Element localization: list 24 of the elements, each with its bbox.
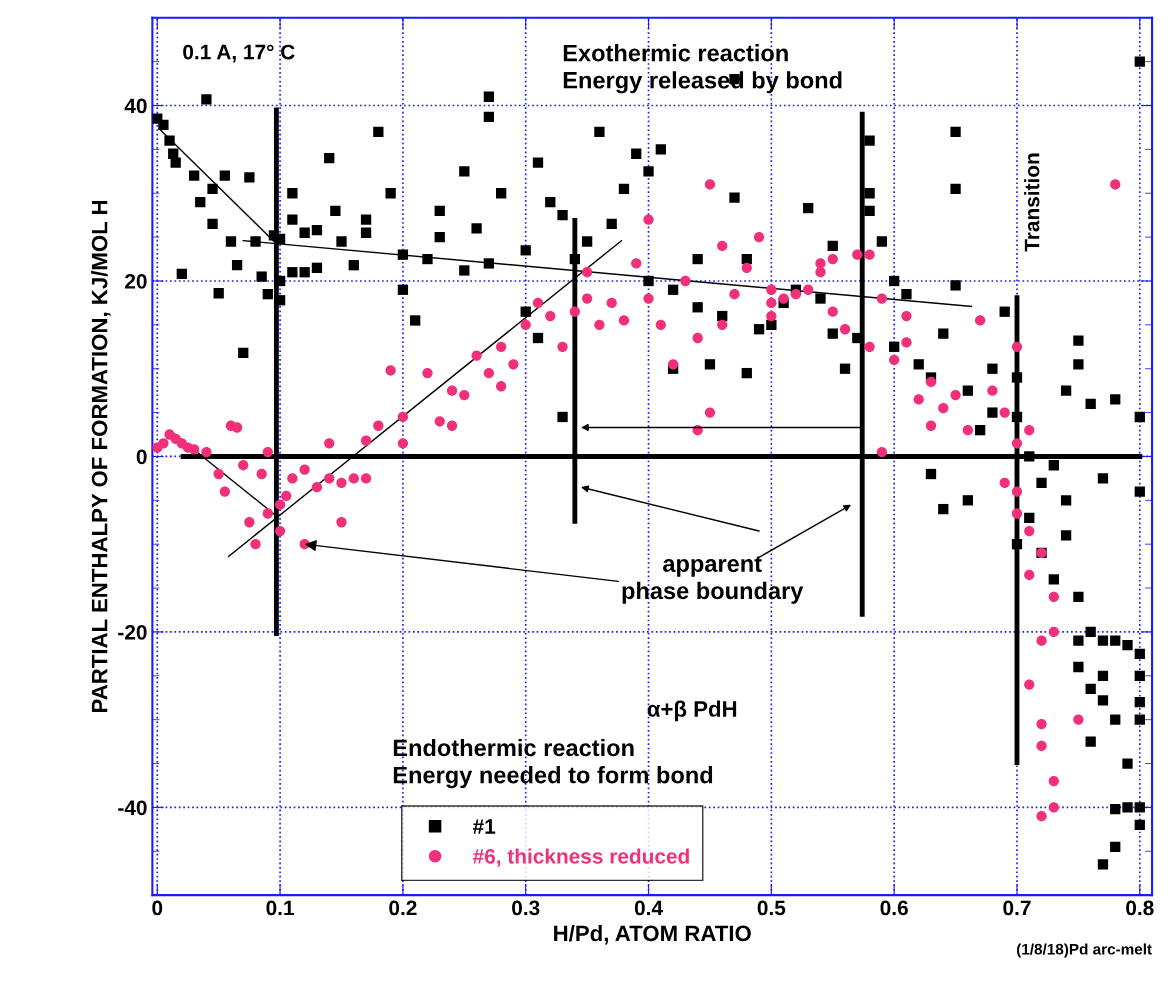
legend-label: #6, thickness reduced [472, 848, 689, 867]
annotation: Transition [1024, 153, 1040, 252]
x-tick-label: 0.4 [634, 900, 663, 916]
x-tick-label: 0.7 [1003, 900, 1031, 916]
x-tick-label: 0.5 [757, 900, 786, 916]
y-tick-label: -20 [118, 624, 147, 640]
y-tick-label: 0 [136, 449, 147, 465]
y-tick-label: -40 [118, 800, 147, 816]
x-tick-label: 0.3 [512, 900, 540, 916]
annotation: 0.1 A, 17° C [183, 44, 295, 63]
text: (1/8/18)Pd arc-melt [1016, 943, 1152, 958]
x-tick-label: 0.2 [389, 900, 417, 916]
x-axis-title: H/Pd, ATOM RATIO [554, 924, 751, 945]
y-tick-label: 40 [124, 98, 147, 114]
x-tick-label: 0.6 [880, 900, 908, 916]
x-tick-label: 0 [152, 900, 163, 916]
x-tick-label: 0.1 [266, 900, 294, 916]
annotation: α+β PdH [647, 700, 737, 722]
y-tick-label: 20 [125, 273, 147, 289]
x-tick-label: 0.8 [1126, 900, 1154, 916]
annotation: apparent phase boundary [622, 556, 804, 604]
annotation: Endothermic reaction Energy needed to form bond [393, 738, 713, 789]
y-axis-title: PARTIAL ENTHALPY OF FORMATION, KJ/MOL H [91, 200, 111, 712]
legend-label: #1 [472, 819, 496, 834]
